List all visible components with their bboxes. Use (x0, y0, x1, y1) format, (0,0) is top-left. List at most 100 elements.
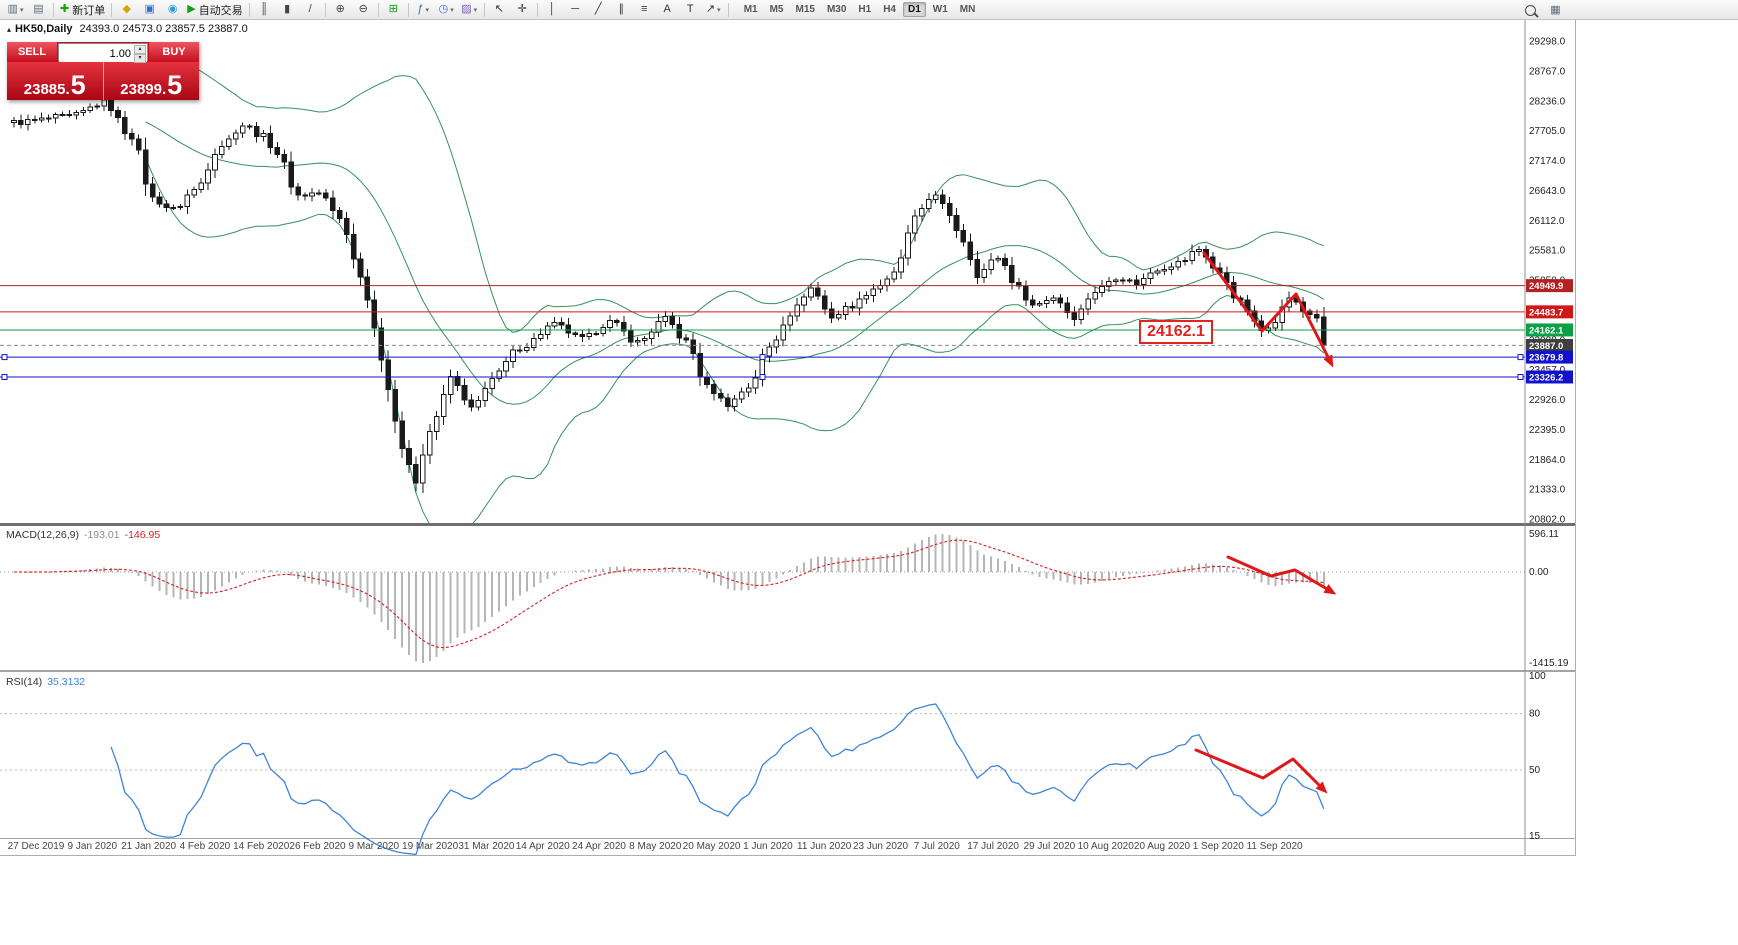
line-handle[interactable] (1, 354, 8, 361)
line-handle[interactable] (1517, 354, 1524, 361)
timeframe-M30[interactable]: M30 (826, 4, 847, 15)
timeframe-H4[interactable]: H4 (883, 4, 896, 15)
timeframe-M1[interactable]: M1 (743, 4, 758, 15)
timeframe-M5[interactable]: M5 (769, 4, 784, 15)
date-label: 27 Dec 2019 (8, 841, 65, 852)
timeframe-H1[interactable]: H1 (858, 4, 872, 15)
date-label: 10 Aug 2020 (1078, 841, 1135, 852)
rsi-tick-label: 100 (1529, 671, 1546, 682)
cursor-icon[interactable]: ↖ (489, 1, 510, 18)
pane-separator[interactable] (0, 670, 1575, 672)
line-handle[interactable] (759, 373, 766, 380)
volume-down-icon[interactable]: ▾ (134, 54, 146, 63)
one-click-collapse-icon[interactable]: ▴ (7, 25, 12, 34)
chevron-down-icon[interactable]: ▾ (450, 6, 454, 14)
price-tag-24162.1 (1526, 323, 1573, 337)
indicators-icon[interactable]: ƒ ▾ (413, 1, 434, 18)
chevron-down-icon[interactable]: ▾ (473, 6, 478, 14)
chevron-down-icon[interactable]: ▾ (425, 6, 429, 14)
main-pane[interactable] (11, 62, 1327, 537)
trendline-icon[interactable]: ╱ (588, 1, 609, 18)
templates-icon[interactable]: ▨ ▾ (459, 1, 480, 18)
toolbar-separator (483, 2, 485, 17)
tile-windows-icon: ⊞ (388, 3, 398, 15)
trend-arrow-main[interactable] (1202, 251, 1334, 368)
date-label: 9 Jan 2020 (68, 841, 118, 852)
pane-separator[interactable] (0, 523, 1575, 526)
sell-price[interactable]: 23885. 5 (7, 62, 103, 100)
candles-type-icon[interactable]: ▮ (277, 1, 298, 18)
timeframe-W1[interactable]: W1 (932, 4, 948, 15)
search-icon (1525, 5, 1536, 16)
zoom-in-icon[interactable]: ⊕ (330, 1, 351, 18)
line-handle[interactable] (759, 354, 766, 361)
timeframe-MN[interactable]: MN (959, 4, 976, 15)
price-axis[interactable] (1525, 20, 1575, 855)
fibonacci-icon[interactable]: ≡ (634, 1, 655, 18)
label-icon[interactable]: T (680, 1, 701, 18)
text-icon[interactable]: A (657, 1, 678, 18)
market-watch-icon[interactable]: ◆ (116, 1, 137, 18)
shapes-icon[interactable]: ↗ ▾ (703, 1, 724, 18)
date-label: 4 Feb 2020 (180, 841, 231, 852)
date-label: 8 May 2020 (629, 841, 682, 852)
mql-community-icon[interactable]: ◉ (162, 1, 183, 18)
date-label: 1 Sep 2020 (1193, 841, 1245, 852)
price-line-23326.2[interactable] (0, 373, 1525, 380)
chevron-down-icon[interactable]: ▾ (19, 6, 24, 14)
terminal-icon[interactable]: ▣ (139, 1, 160, 18)
zoom-out-icon[interactable]: ⊖ (353, 1, 374, 18)
buy-price[interactable]: 23899. 5 (104, 62, 200, 100)
price-tag-text: 24162.1 (1529, 325, 1564, 336)
price-line-23679.8[interactable] (0, 354, 1525, 361)
horizontal-line-icon[interactable]: ─ (565, 1, 586, 18)
timeframe-M15[interactable]: M15 (795, 4, 815, 15)
price-chart[interactable]: 29298.0 28767.0 28236.0 27705.0 27174.0 26643… (0, 20, 1575, 855)
new-chart-icon: ▥ (7, 3, 18, 15)
macd-main-value: -193.01 (83, 529, 120, 541)
rsi-value: 35.3132 (47, 676, 86, 688)
date-label: 24 Apr 2020 (572, 841, 626, 852)
price-annotation[interactable]: 24162.1 (1139, 320, 1213, 344)
new-chart-icon[interactable]: ▥ ▾ (5, 1, 26, 18)
autotrading-button-label: 自动交易 (198, 4, 243, 17)
tile-windows-icon[interactable]: ⊞ (383, 1, 404, 18)
price-tag-24949.9 (1526, 279, 1573, 293)
channel-icon[interactable]: ∥ (611, 1, 632, 18)
chart-profile-icon[interactable]: ▦ (1545, 2, 1566, 19)
date-label: 20 May 2020 (683, 841, 741, 852)
new-order-button[interactable]: ✚ 新订单 (58, 1, 107, 18)
volume-input[interactable] (59, 46, 147, 62)
toolbar-separator (727, 2, 729, 17)
sell-button[interactable]: SELL (7, 42, 57, 62)
vertical-line-icon[interactable]: │ (542, 1, 563, 18)
trend-arrow-rsi[interactable] (1194, 748, 1328, 794)
text-icon: A (663, 3, 671, 15)
time-axis[interactable] (0, 839, 1525, 855)
volume-up-icon[interactable]: ▴ (134, 45, 146, 54)
line-type-icon[interactable]: / (300, 1, 321, 18)
search-icon[interactable] (1520, 2, 1541, 19)
date-label: 21 Jan 2020 (121, 841, 176, 852)
templates-icon: ▨ (461, 3, 472, 15)
crosshair-icon[interactable]: ✛ (512, 1, 533, 18)
channel-icon: ∥ (618, 3, 624, 15)
timeframe-D1[interactable]: D1 (903, 2, 926, 17)
toolbar-separator (324, 2, 326, 17)
profiles-icon[interactable]: ▤ (28, 1, 49, 18)
buy-button[interactable]: BUY (149, 42, 199, 62)
price-tag-23679.8 (1526, 350, 1573, 364)
autotrading-button[interactable]: ▶ 自动交易 (185, 1, 244, 18)
trend-arrow-macd[interactable] (1226, 555, 1337, 595)
one-click-trading-panel: SELL ▴ ▾ BUY 23885.5 23899.5 (7, 42, 199, 100)
price-tick-label: 20802.0 (1529, 515, 1566, 526)
line-handle[interactable] (1, 373, 8, 380)
periods-icon[interactable]: ◷ ▾ (436, 1, 457, 18)
vertical-line-icon: │ (548, 3, 556, 15)
date-label: 11 Sep 2020 (1247, 841, 1303, 852)
date-label: 1 Jun 2020 (743, 841, 793, 852)
toolbar-separator (111, 2, 113, 17)
bars-type-icon[interactable]: ║ (254, 1, 275, 18)
line-handle[interactable] (1517, 373, 1524, 380)
chevron-down-icon[interactable]: ▾ (717, 6, 721, 14)
